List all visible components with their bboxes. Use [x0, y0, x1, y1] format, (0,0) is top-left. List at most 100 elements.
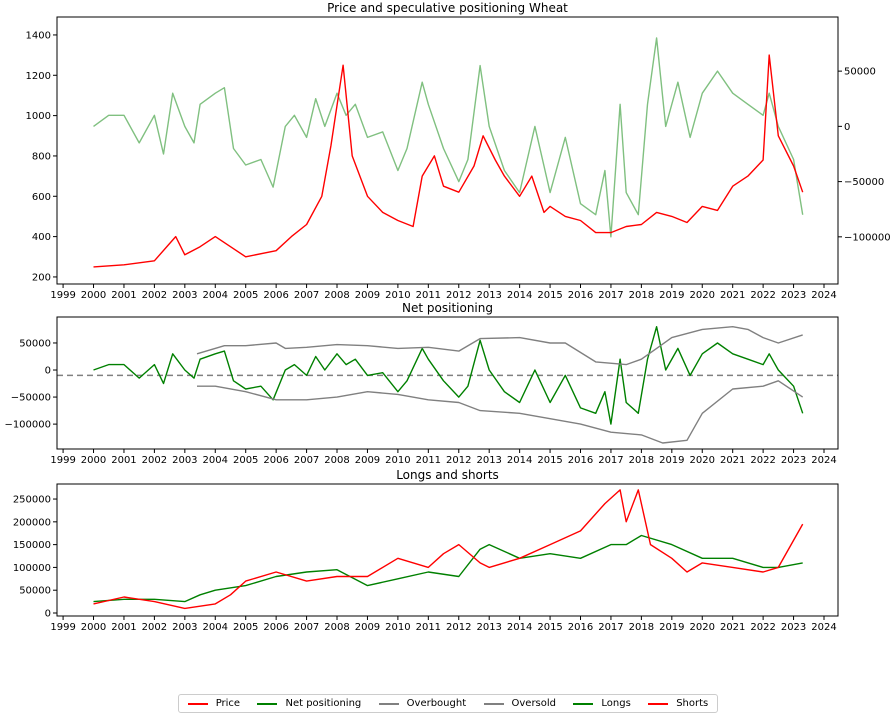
x-tick-label: 2002	[142, 622, 167, 633]
y-tick-label: 800	[32, 151, 51, 162]
x-tick-label: 2018	[629, 290, 654, 301]
x-tick-label: 2003	[172, 622, 197, 633]
legend-item-overbought: Overbought	[378, 698, 467, 709]
legend-label: Price	[215, 698, 241, 709]
x-tick-label: 2004	[203, 622, 228, 633]
x-tick-label: 2009	[355, 290, 380, 301]
x-tick-label: 2014	[507, 290, 532, 301]
x-tick-label: 2005	[233, 290, 258, 301]
legend-swatch	[187, 702, 208, 705]
x-tick-label: 2020	[690, 455, 715, 466]
x-tick-label: 2011	[416, 455, 441, 466]
legend-item-shorts: Shorts	[648, 698, 708, 709]
x-tick-label: 2016	[568, 622, 593, 633]
y-tick-label: 1400	[26, 30, 51, 41]
x-tick-label: 2002	[142, 455, 167, 466]
x-tick-label: 2004	[203, 455, 228, 466]
x-tick-label: 2019	[659, 290, 684, 301]
x-tick-label: 2020	[690, 290, 715, 301]
x-tick-label: 2017	[598, 622, 623, 633]
legend-item-net-positioning: Net positioning	[257, 698, 361, 709]
x-tick-label: 2019	[659, 622, 684, 633]
x-tick-label: 2012	[446, 455, 471, 466]
series-net-positioning	[93, 326, 804, 425]
x-tick-label: 2001	[111, 290, 136, 301]
x-tick-label: 2001	[111, 455, 136, 466]
x-tick-label: 2013	[476, 455, 501, 466]
plot-frame	[56, 483, 839, 617]
x-tick-label: 2000	[81, 622, 106, 633]
legend-item-oversold: Oversold	[483, 698, 557, 709]
legend-label: Shorts	[676, 698, 709, 709]
legend-label: Net positioning	[285, 698, 362, 709]
x-tick-label: 2005	[233, 455, 258, 466]
y-tick-label: −100000	[4, 420, 51, 431]
legend-swatch	[573, 702, 594, 705]
x-tick-label: 2008	[324, 622, 349, 633]
x-tick-label: 2024	[811, 455, 836, 466]
x-tick-label: 2010	[385, 290, 410, 301]
x-tick-label: 2010	[385, 455, 410, 466]
y-tick-label: 200000	[13, 517, 51, 528]
subplot-title: Net positioning	[402, 301, 493, 315]
y-tick-label: 200	[32, 272, 51, 283]
y-right-tick-label: 0	[844, 122, 850, 133]
y-tick-label: 50000	[19, 338, 51, 349]
legend-swatch	[483, 702, 504, 705]
x-tick-label: 2021	[720, 290, 745, 301]
y-tick-label: −50000	[11, 393, 51, 404]
x-tick-label: 2015	[537, 290, 562, 301]
x-tick-label: 2021	[720, 622, 745, 633]
x-tick-label: 2017	[598, 290, 623, 301]
x-tick-label: 2010	[385, 622, 410, 633]
legend-item-price: Price	[187, 698, 241, 709]
series-oversold	[197, 380, 804, 444]
x-tick-label: 2018	[629, 455, 654, 466]
x-tick-label: 2023	[781, 622, 806, 633]
legend-swatch	[378, 702, 399, 705]
x-tick-label: 1999	[50, 622, 75, 633]
x-tick-label: 2007	[294, 455, 319, 466]
legend-swatch	[648, 702, 669, 705]
x-tick-label: 2012	[446, 622, 471, 633]
x-tick-label: 2004	[203, 290, 228, 301]
legend-label: Oversold	[511, 698, 557, 709]
y-tick-label: 1200	[26, 71, 51, 82]
legend: Price Net positioning Overbought Oversol…	[178, 694, 718, 713]
legend-swatch	[257, 702, 278, 705]
x-tick-label: 2001	[111, 622, 136, 633]
series-price	[93, 54, 804, 268]
series-longs	[93, 534, 803, 603]
y-tick-label: 100000	[13, 563, 51, 574]
plot-frame	[56, 16, 839, 285]
y-right-tick-label: −100000	[844, 232, 891, 243]
x-tick-label: 2021	[720, 455, 745, 466]
y-tick-label: 50000	[19, 586, 51, 597]
x-tick-label: 2007	[294, 290, 319, 301]
x-tick-label: 2012	[446, 290, 471, 301]
x-tick-label: 2022	[750, 290, 775, 301]
subplot-3: Longs and shorts 1999 2000 2001 2002 2003 2004…	[13, 468, 839, 633]
x-tick-label: 2008	[324, 455, 349, 466]
y-tick-label: 600	[32, 192, 51, 203]
x-tick-label: 2006	[263, 290, 288, 301]
x-tick-label: 2024	[811, 290, 836, 301]
x-tick-label: 2007	[294, 622, 319, 633]
x-tick-label: 2017	[598, 455, 623, 466]
y-tick-label: 150000	[13, 540, 51, 551]
plot-frame	[56, 316, 839, 450]
x-tick-label: 2009	[355, 622, 380, 633]
x-tick-label: 2015	[537, 622, 562, 633]
y-tick-label: 1000	[26, 111, 51, 122]
y-right-tick-label: −50000	[844, 177, 884, 188]
x-tick-label: 2011	[416, 290, 441, 301]
x-tick-label: 2022	[750, 455, 775, 466]
y-tick-label: 250000	[13, 495, 51, 506]
series-overbought	[196, 326, 803, 366]
subplot-1: Price and speculative positioning Wheat 1…	[26, 1, 891, 301]
x-tick-label: 2016	[568, 290, 593, 301]
x-tick-label: 2000	[81, 455, 106, 466]
legend-label: Overbought	[406, 698, 467, 709]
x-tick-label: 2020	[690, 622, 715, 633]
x-tick-label: 2014	[507, 455, 532, 466]
